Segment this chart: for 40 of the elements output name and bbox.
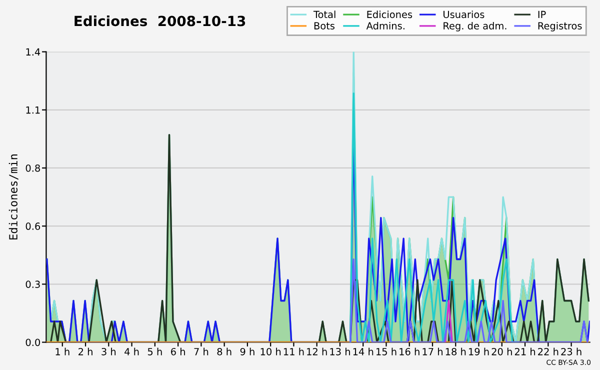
legend-label: Usuarios — [444, 10, 484, 18]
x-tick-label: 4 h — [124, 348, 139, 356]
x-tick-label: 9 h — [240, 348, 254, 356]
legend-label: Reg. de adm. — [444, 22, 506, 32]
x-tick-label: 7 h — [194, 348, 208, 356]
x-tick-label: 15 h — [376, 348, 396, 356]
line-series — [350, 258, 588, 342]
legend-label: Registros — [538, 22, 582, 32]
legend-label: Ediciones — [367, 10, 412, 18]
y-tick-label: 1.1 — [26, 106, 40, 114]
x-tick-label: 17 h — [422, 348, 442, 356]
x-tick-label: 6 h — [171, 348, 185, 356]
x-tick-label: 14 h — [353, 348, 374, 356]
x-tick-label: 5 h — [148, 348, 162, 356]
x-tick-label: 1 h — [56, 348, 70, 356]
x-tick-label: 19 h — [469, 348, 489, 356]
x-tick-label: 13 h — [330, 348, 350, 356]
x-tick-label: 22 h — [538, 348, 558, 356]
chart-title: Ediciones 2008-10-13 — [74, 15, 246, 26]
x-tick-label: 2 h — [78, 348, 92, 356]
x-tick-label: 8 h — [217, 348, 232, 356]
x-tick-label: 18 h — [446, 348, 466, 356]
legend-label: Total — [313, 10, 336, 18]
x-tick-label: 3 h — [102, 348, 116, 356]
y-tick-label: 0.0 — [26, 338, 40, 346]
x-tick-label: 12 h — [307, 348, 327, 356]
x-tick-label: 21 h — [514, 348, 536, 356]
x-tick-label: 20 h — [492, 348, 512, 356]
legend-label: Bots — [314, 22, 335, 30]
y-axis-title: Ediciones/min — [8, 154, 18, 240]
x-tick-label: 23 h — [561, 348, 582, 356]
x-tick-label: 11 h — [284, 348, 304, 356]
y-tick-label: 0.8 — [26, 164, 40, 172]
y-tick-label: 0.3 — [26, 280, 40, 288]
x-tick-label: 10 h — [260, 348, 281, 356]
x-tick-label: 16 h — [400, 348, 420, 356]
y-tick-label: 0.6 — [26, 222, 40, 230]
y-tick-label: 1.4 — [26, 48, 40, 56]
legend-label: IP — [538, 10, 546, 18]
legend-label: Admins. — [366, 22, 404, 30]
